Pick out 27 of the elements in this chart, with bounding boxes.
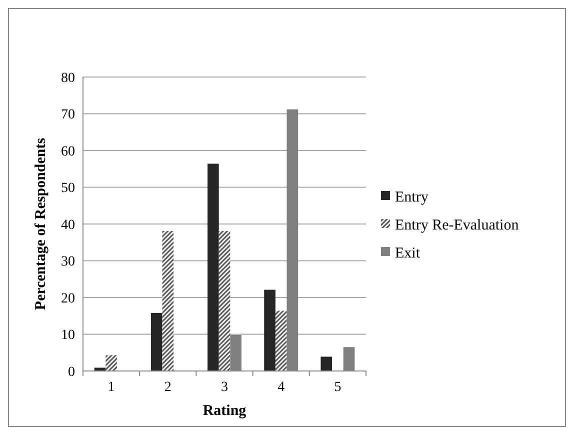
bar (106, 355, 117, 371)
x-tick-label: 1 (108, 380, 115, 395)
legend-label: Entry Re-Evaluation (395, 217, 520, 234)
legend-label: Exit (395, 245, 421, 262)
y-axis-title: Percentage of Respondents (33, 138, 49, 310)
bar (264, 290, 276, 371)
x-tick-label: 4 (278, 380, 285, 395)
y-tick-label: 30 (61, 254, 75, 270)
y-tick-label: 50 (61, 181, 75, 196)
x-tick-label: 3 (221, 380, 228, 395)
bar (275, 310, 287, 371)
legend-label: Entry (395, 189, 429, 206)
y-tick-label: 60 (61, 144, 75, 160)
y-tick-label: 10 (61, 328, 75, 344)
bar (162, 230, 174, 371)
y-tick-label: 0 (68, 364, 75, 380)
x-tick-label: 5 (334, 380, 342, 395)
bar (208, 164, 219, 371)
y-tick-label: 80 (61, 70, 75, 86)
y-tick-label: 40 (61, 218, 75, 233)
y-tick-label: 20 (61, 291, 75, 306)
x-axis-title: Rating (202, 403, 247, 419)
bar (320, 356, 332, 371)
x-tick-label: 2 (164, 380, 172, 395)
bar (218, 230, 230, 371)
bar (150, 312, 162, 371)
y-tick-label: 70 (61, 108, 75, 123)
